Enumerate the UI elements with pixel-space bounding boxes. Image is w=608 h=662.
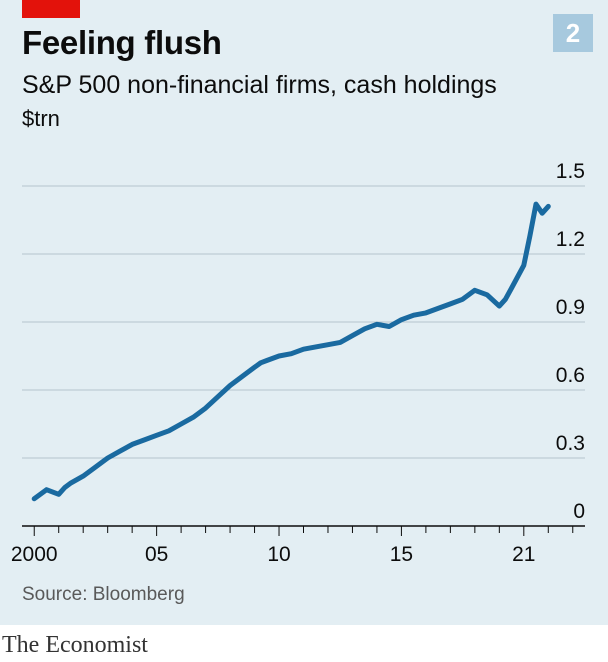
y-tick-label: 0 <box>573 500 585 523</box>
x-tick-label: 15 <box>390 543 413 566</box>
y-tick-label: 0.9 <box>556 296 585 319</box>
line-chart: 0 0.3 0.6 0.9 1.2 1.5 2000 05 10 15 21 <box>11 160 585 566</box>
x-tick-label: 05 <box>145 543 168 566</box>
x-tick-label: 2000 <box>11 543 58 566</box>
chart-number-badge: 2 <box>553 14 593 52</box>
y-axis-unit: $trn <box>22 106 60 131</box>
y-tick-label: 0.3 <box>556 432 585 455</box>
series-line-cash-holdings <box>31 201 551 502</box>
y-tick-label: 0.6 <box>556 364 585 387</box>
chart-title: Feeling flush <box>22 24 222 61</box>
y-tick-labels: 0 0.3 0.6 0.9 1.2 1.5 <box>556 160 585 523</box>
x-tick-label: 21 <box>512 543 535 566</box>
chart-subtitle: S&P 500 non-financial firms, cash holdin… <box>22 71 497 99</box>
x-tick-label: 10 <box>267 543 290 566</box>
brand-red-tag <box>22 0 80 18</box>
grid-layer <box>22 185 585 459</box>
brand-wordmark: The Economist <box>2 632 148 658</box>
y-tick-label: 1.5 <box>556 160 585 183</box>
series-layer <box>31 201 551 502</box>
x-axis: 2000 05 10 15 21 <box>11 525 585 566</box>
y-tick-label: 1.2 <box>556 228 585 251</box>
footer-bar <box>0 625 608 662</box>
source-note: Source: Bloomberg <box>22 584 185 605</box>
